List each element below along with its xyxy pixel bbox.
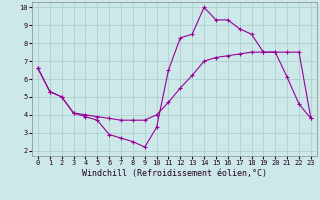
X-axis label: Windchill (Refroidissement éolien,°C): Windchill (Refroidissement éolien,°C): [82, 169, 267, 178]
